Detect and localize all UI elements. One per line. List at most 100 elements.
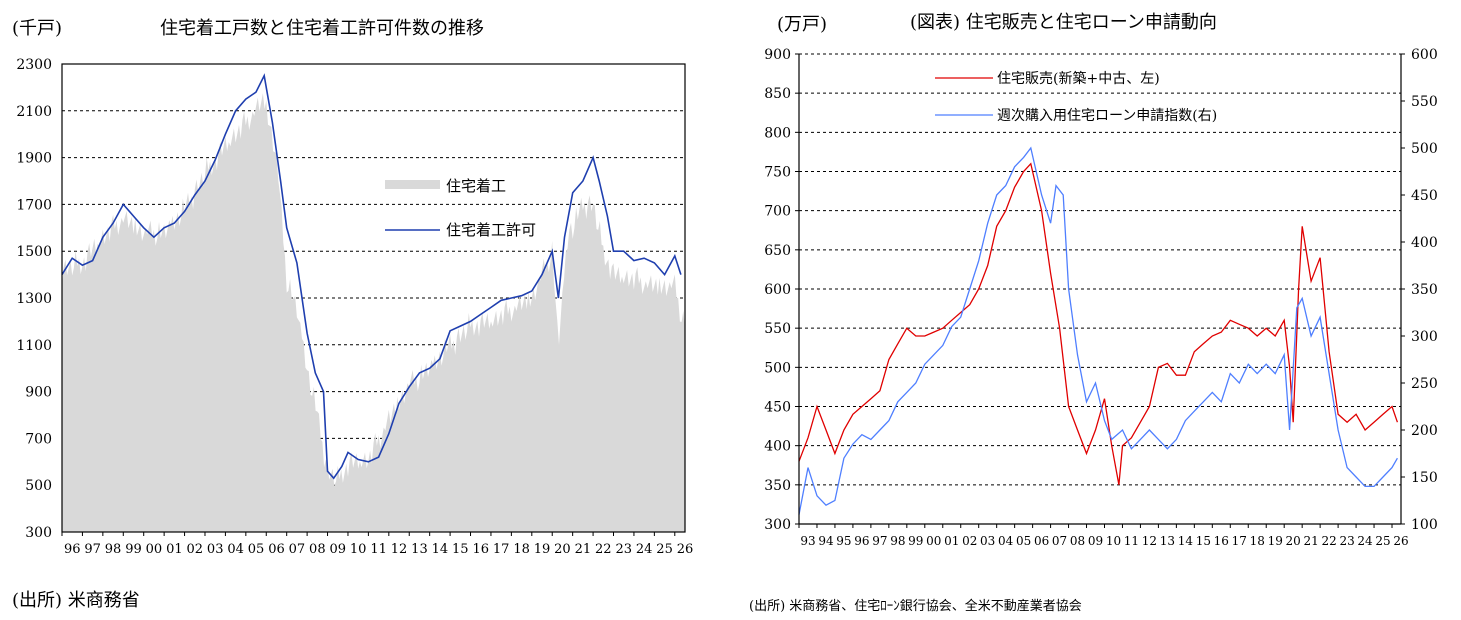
y-tick-label: 300	[25, 525, 52, 541]
x-tick-label: 06	[1034, 534, 1049, 548]
x-tick-label: 18	[513, 542, 530, 557]
y-tick-label: 650	[764, 243, 791, 259]
x-tick-label: 09	[1088, 534, 1103, 548]
y2-tick-label: 350	[1411, 282, 1438, 298]
legend-apps-label: 週次購入用住宅ローン申請指数(右)	[997, 108, 1217, 124]
x-tick-label: 10	[350, 542, 367, 557]
x-tick-label: 96	[64, 542, 81, 557]
legend-starts-label: 住宅着工	[446, 177, 506, 195]
right-chart-title: (図表) 住宅販売と住宅ローン申請動向	[910, 12, 1217, 33]
y-tick-label: 800	[764, 125, 791, 141]
y2-tick-label: 250	[1411, 376, 1438, 392]
x-tick-label: 97	[84, 542, 101, 557]
right-source-note: (出所) 米商務省、住宅ﾛｰﾝ銀行協会、全米不動産業者協会	[749, 599, 1082, 614]
x-tick-label: 00	[926, 534, 941, 548]
starts-bars-area	[62, 93, 685, 532]
y-tick-label: 1700	[16, 197, 52, 213]
y-tick-label: 700	[764, 204, 791, 220]
x-tick-label: 26	[1393, 534, 1408, 548]
y-tick-label: 700	[25, 431, 52, 447]
right-unit-label: (万戸)	[777, 14, 828, 35]
x-tick-label: 18	[1250, 534, 1265, 548]
y2-tick-label: 200	[1411, 423, 1438, 439]
y2-tick-label: 100	[1411, 517, 1438, 533]
left-chart-svg: 3005007009001100130015001700190021002300…	[16, 57, 694, 557]
y-tick-label: 400	[764, 439, 791, 455]
x-tick-label: 02	[962, 534, 977, 548]
y-tick-label: 500	[25, 478, 52, 494]
x-tick-label: 17	[493, 542, 510, 557]
x-tick-label: 93	[800, 534, 815, 548]
x-tick-label: 19	[1268, 534, 1283, 548]
y-tick-label: 300	[764, 517, 791, 533]
x-tick-label: 99	[908, 534, 923, 548]
x-tick-label: 23	[615, 542, 632, 557]
x-tick-label: 11	[370, 542, 387, 557]
y-tick-label: 550	[764, 321, 791, 337]
y-tick-label: 2100	[16, 104, 52, 120]
x-tick-label: 03	[980, 534, 995, 548]
y2-tick-label: 500	[1411, 141, 1438, 157]
x-tick-label: 17	[1232, 534, 1247, 548]
x-tick-label: 13	[1160, 534, 1175, 548]
plot-frame	[61, 63, 686, 533]
y-tick-label: 850	[764, 86, 791, 102]
y-tick-label: 600	[764, 282, 791, 298]
y-tick-label: 1100	[16, 338, 52, 354]
x-tick-label: 95	[836, 534, 851, 548]
x-tick-label: 08	[1070, 534, 1085, 548]
x-tick-label: 02	[186, 542, 203, 557]
y-tick-label: 450	[764, 400, 791, 416]
left-unit-label: (千戸)	[12, 18, 63, 39]
y2-tick-label: 600	[1411, 47, 1438, 63]
x-tick-label: 11	[1124, 534, 1139, 548]
x-tick-label: 01	[166, 542, 183, 557]
x-tick-label: 07	[1052, 534, 1067, 548]
y-tick-label: 1500	[16, 244, 52, 260]
x-tick-label: 05	[248, 542, 265, 557]
x-tick-label: 96	[854, 534, 869, 548]
sales-line	[798, 162, 1399, 485]
x-tick-label: 16	[472, 542, 489, 557]
x-tick-label: 10	[1106, 534, 1121, 548]
x-tick-label: 94	[818, 534, 834, 548]
x-tick-label: 15	[1196, 534, 1211, 548]
legend-permits-label: 住宅着工許可	[446, 221, 536, 239]
x-tick-label: 98	[105, 542, 122, 557]
left-source-note: (出所) 米商務省	[12, 590, 140, 611]
y2-tick-label: 400	[1411, 235, 1438, 251]
x-tick-label: 14	[432, 542, 449, 557]
x-tick-label: 13	[411, 542, 428, 557]
x-tick-label: 24	[636, 542, 653, 557]
x-tick-label: 97	[872, 534, 887, 548]
right-chart-svg: 300 350 400 450 500 550 600 650 700 750 800 850 900 1…	[764, 47, 1438, 548]
x-tick-label: 20	[1286, 534, 1301, 548]
x-tick-label: 01	[944, 534, 959, 548]
y2-tick-label: 150	[1411, 470, 1438, 486]
x-tick-label: 15	[452, 542, 469, 557]
y-tick-label: 1300	[16, 291, 52, 307]
x-tick-label: 04	[227, 542, 244, 557]
x-tick-label: 12	[391, 542, 408, 557]
x-tick-label: 98	[890, 534, 905, 548]
x-tick-label: 04	[998, 534, 1014, 548]
y2-tick-label: 550	[1411, 94, 1438, 110]
apps-line	[798, 146, 1398, 515]
y2-tick-label: 450	[1411, 188, 1438, 204]
right-chart-panel: (万戸) (図表) 住宅販売と住宅ローン申請動向 300 350 400 450 500…	[735, 0, 1461, 620]
x-tick-label: 26	[677, 542, 694, 557]
legend-sales-label: 住宅販売(新築+中古、左)	[997, 71, 1160, 87]
x-tick-label: 21	[1304, 534, 1319, 548]
x-tick-label: 09	[329, 542, 346, 557]
x-tick-label: 08	[309, 542, 326, 557]
x-tick-label: 06	[268, 542, 285, 557]
x-tick-label: 12	[1142, 534, 1157, 548]
y-tick-label: 900	[25, 385, 52, 401]
y-tick-label: 1900	[16, 151, 52, 167]
x-tick-label: 03	[207, 542, 224, 557]
x-tick-label: 14	[1178, 534, 1194, 548]
x-tick-label: 21	[575, 542, 592, 557]
x-tick-label: 22	[1321, 534, 1336, 548]
x-tick-label: 23	[1339, 534, 1354, 548]
x-tick-label: 25	[656, 542, 673, 557]
